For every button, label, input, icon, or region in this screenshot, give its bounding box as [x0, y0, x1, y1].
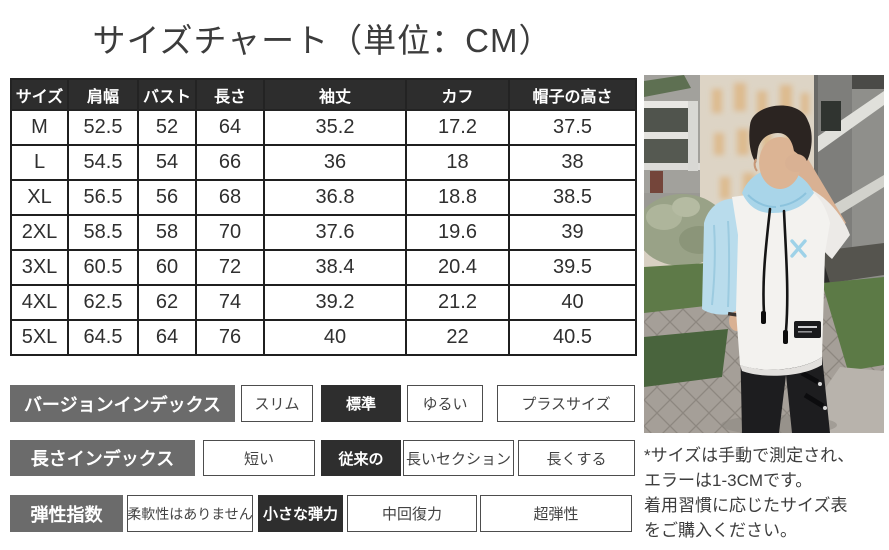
value-cell: 20.4: [405, 249, 510, 286]
option-no-flex: 柔軟性はありません: [127, 495, 253, 532]
size-chart-table: サイズ 肩幅 バスト 長さ 袖丈 カフ 帽子の高さ M 52.5 52 64 3…: [10, 78, 637, 356]
value-cell: 68: [195, 179, 265, 216]
option-long-section: 長いセクション: [403, 440, 514, 476]
header-hood-height: 帽子の高さ: [508, 78, 637, 111]
value-cell: 62: [137, 284, 197, 321]
option-medium-recovery: 中回復力: [347, 495, 477, 532]
value-cell: 21.2: [405, 284, 510, 321]
value-cell: 64: [195, 109, 265, 146]
attribute-label: 長さインデックス: [10, 440, 195, 476]
table-row: M 52.5 52 64 35.2 17.2 37.5: [10, 109, 637, 146]
attribute-row-version: バージョンインデックス スリム 標準 ゆるい プラスサイズ: [10, 385, 635, 422]
size-cell: L: [10, 144, 69, 181]
value-cell: 76: [195, 319, 265, 356]
table-row: 4XL 62.5 62 74 39.2 21.2 40: [10, 284, 637, 321]
table-row: L 54.5 54 66 36 18 38: [10, 144, 637, 181]
option-standard-selected: 標準: [321, 385, 401, 422]
size-cell: 5XL: [10, 319, 69, 356]
value-cell: 40: [508, 284, 637, 321]
value-cell: 58.5: [67, 214, 139, 251]
header-length: 長さ: [195, 78, 265, 111]
value-cell: 36: [263, 144, 407, 181]
value-cell: 39: [508, 214, 637, 251]
table-row: XL 56.5 56 68 36.8 18.8 38.5: [10, 179, 637, 216]
header-sleeve: 袖丈: [263, 78, 407, 111]
option-plus-size: プラスサイズ: [497, 385, 635, 422]
value-cell: 38.4: [263, 249, 407, 286]
option-loose: ゆるい: [407, 385, 483, 422]
value-cell: 18.8: [405, 179, 510, 216]
value-cell: 56: [137, 179, 197, 216]
option-super-elastic: 超弾性: [480, 495, 632, 532]
value-cell: 39.5: [508, 249, 637, 286]
size-cell: 4XL: [10, 284, 69, 321]
value-cell: 62.5: [67, 284, 139, 321]
value-cell: 38.5: [508, 179, 637, 216]
header-size: サイズ: [10, 78, 69, 111]
value-cell: 60: [137, 249, 197, 286]
value-cell: 60.5: [67, 249, 139, 286]
value-cell: 22: [405, 319, 510, 356]
header-bust: バスト: [137, 78, 197, 111]
value-cell: 74: [195, 284, 265, 321]
value-cell: 37.5: [508, 109, 637, 146]
option-conventional-selected: 従来の: [321, 440, 401, 476]
note-line: エラーは1-3CMです。: [644, 471, 813, 490]
value-cell: 72: [195, 249, 265, 286]
header-cuff: カフ: [405, 78, 510, 111]
value-cell: 64.5: [67, 319, 139, 356]
value-cell: 58: [137, 214, 197, 251]
size-cell: XL: [10, 179, 69, 216]
table-row: 5XL 64.5 64 76 40 22 40.5: [10, 319, 637, 356]
value-cell: 54: [137, 144, 197, 181]
note-line: 着用習慣に応じたサイズ表: [644, 496, 848, 515]
option-short: 短い: [203, 440, 315, 476]
table-row: 3XL 60.5 60 72 38.4 20.4 39.5: [10, 249, 637, 286]
page-title: サイズチャート（単位：CM）: [92, 22, 553, 59]
option-small-elastic-selected: 小さな弾力: [258, 495, 343, 532]
value-cell: 35.2: [263, 109, 407, 146]
header-shoulder: 肩幅: [67, 78, 139, 111]
size-note: *サイズは手動で測定され、 エラーは1-3CMです。 着用習慣に応じたサイズ表 …: [644, 443, 889, 543]
value-cell: 52.5: [67, 109, 139, 146]
table-header-row: サイズ 肩幅 バスト 長さ 袖丈 カフ 帽子の高さ: [10, 78, 637, 111]
value-cell: 64: [137, 319, 197, 356]
value-cell: 40.5: [508, 319, 637, 356]
value-cell: 36.8: [263, 179, 407, 216]
value-cell: 56.5: [67, 179, 139, 216]
value-cell: 17.2: [405, 109, 510, 146]
size-cell: 3XL: [10, 249, 69, 286]
value-cell: 70: [195, 214, 265, 251]
attribute-label: 弾性指数: [10, 495, 123, 532]
option-lengthen: 長くする: [518, 440, 635, 476]
note-line: *サイズは手動で測定され、: [644, 446, 855, 465]
value-cell: 37.6: [263, 214, 407, 251]
option-slim: スリム: [241, 385, 313, 422]
value-cell: 54.5: [67, 144, 139, 181]
value-cell: 52: [137, 109, 197, 146]
model-photo: [644, 75, 884, 433]
value-cell: 40: [263, 319, 407, 356]
attribute-label: バージョンインデックス: [10, 385, 235, 422]
note-line: をご購入ください。: [644, 521, 797, 540]
value-cell: 38: [508, 144, 637, 181]
value-cell: 18: [405, 144, 510, 181]
attribute-row-length: 長さインデックス 短い 従来の 長いセクション 長くする: [10, 440, 635, 476]
size-cell: M: [10, 109, 69, 146]
table-row: 2XL 58.5 58 70 37.6 19.6 39: [10, 214, 637, 251]
value-cell: 19.6: [405, 214, 510, 251]
value-cell: 39.2: [263, 284, 407, 321]
value-cell: 66: [195, 144, 265, 181]
size-cell: 2XL: [10, 214, 69, 251]
attribute-row-elasticity: 弾性指数 柔軟性はありません 小さな弾力 中回復力 超弾性: [10, 495, 632, 532]
